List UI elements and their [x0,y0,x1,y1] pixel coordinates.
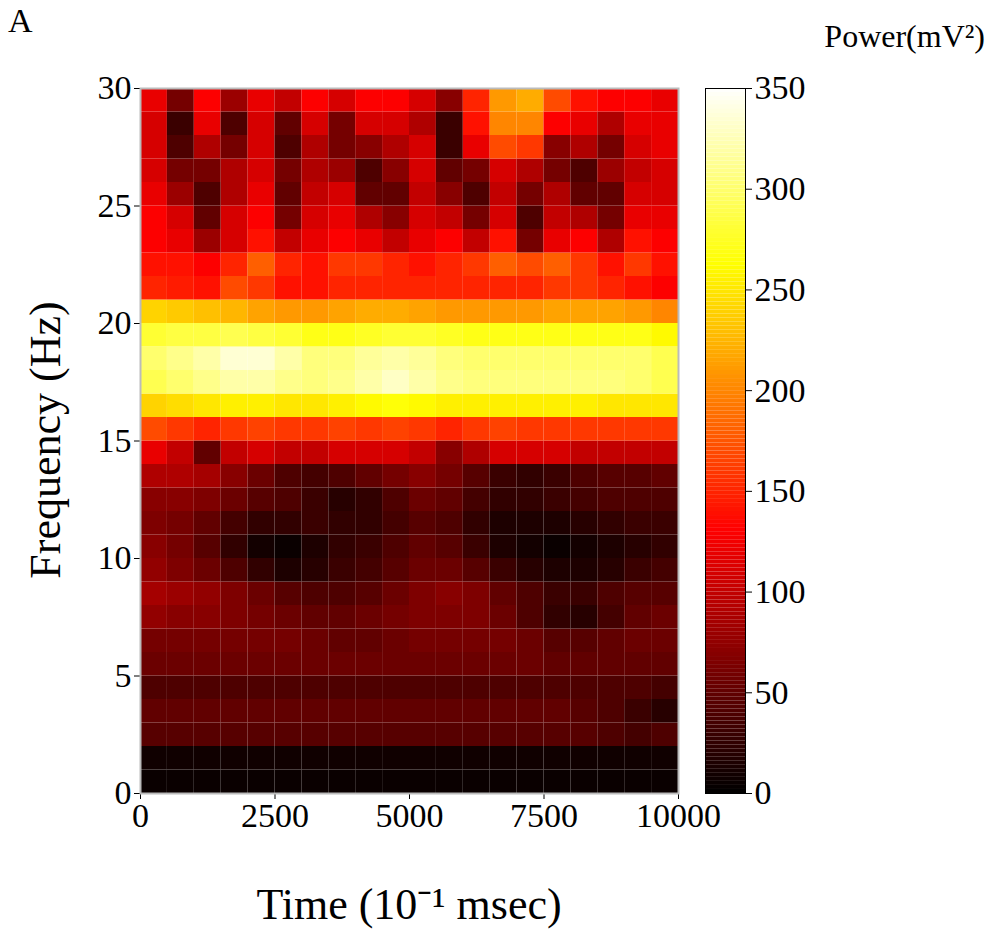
svg-text:150: 150 [755,472,806,509]
svg-text:300: 300 [755,170,806,207]
svg-text:30: 30 [98,69,132,106]
html-text:Power(mV²): Power(mV²) [824,18,985,54]
html-text:Frequency (Hz): Frequency (Hz) [20,301,70,579]
svg-text:0: 0 [755,774,772,811]
svg-text:25: 25 [98,187,132,224]
svg-text:350: 350 [755,69,806,106]
html-text:A: A [8,2,33,39]
svg-text:250: 250 [755,271,806,308]
svg-text:200: 200 [755,372,806,409]
svg-text:0: 0 [132,797,149,834]
svg-text:5: 5 [115,657,132,694]
svg-text:7500: 7500 [510,797,578,834]
svg-text:2500: 2500 [241,797,309,834]
svg-text:5000: 5000 [376,797,444,834]
svg-text:50: 50 [755,674,789,711]
svg-text:10000: 10000 [636,797,721,834]
svg-text:0: 0 [115,774,132,811]
html-text:Time (10⁻¹ msec): Time (10⁻¹ msec) [256,880,562,929]
svg-text:10: 10 [98,539,132,576]
svg-text:20: 20 [98,304,132,341]
svg-text:100: 100 [755,573,806,610]
svg-text:15: 15 [98,422,132,459]
